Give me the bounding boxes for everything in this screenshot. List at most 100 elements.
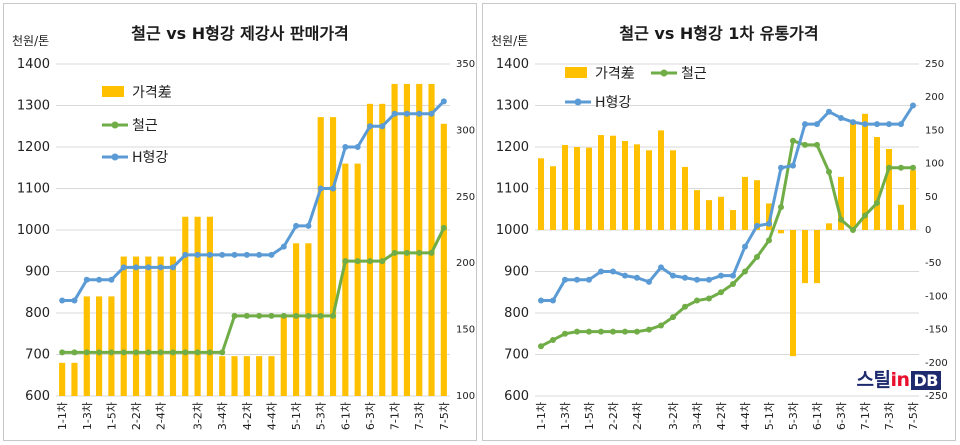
data-point (317, 312, 324, 319)
unit-label: 천원/톤 (491, 34, 529, 48)
y-tick-label: 1300 (17, 99, 50, 114)
data-point (256, 251, 263, 258)
data-point (646, 326, 652, 333)
chart-right: 60070080090010001100120013001400-250-200… (496, 57, 948, 430)
x-tick-label: 3-2차 (667, 402, 680, 430)
y2-tick-label: 300 (456, 125, 475, 136)
data-point (416, 110, 423, 117)
x-tick-label: 1-5차 (105, 402, 118, 430)
data-point (550, 336, 556, 343)
data-point (730, 272, 736, 279)
data-point (145, 264, 152, 271)
bar (317, 117, 324, 397)
data-point (790, 137, 796, 144)
y-tick-label: 600 (504, 389, 529, 404)
data-point (622, 272, 628, 279)
bar (802, 230, 808, 284)
bar (83, 296, 90, 396)
watermark-text: DB (910, 371, 941, 390)
x-tick-label: 5-3차 (787, 402, 800, 430)
data-point (59, 349, 66, 356)
data-point (71, 349, 78, 356)
x-tick-label: 7-5차 (438, 402, 451, 430)
data-point (826, 168, 832, 175)
data-point (682, 303, 688, 310)
bar (96, 296, 103, 396)
data-point (83, 349, 90, 356)
data-point (305, 222, 312, 229)
x-tick-label: 6-1차 (339, 402, 352, 430)
y2-tick-label: 0 (925, 225, 931, 236)
data-point (838, 216, 844, 223)
data-point (742, 243, 748, 250)
bar (790, 230, 796, 357)
chart-panel-right: 철근 vs H형강 1차 유통가격 천원/톤 600 700 800 900 1000 1… (482, 3, 956, 441)
data-point (886, 121, 892, 128)
data-point (317, 185, 324, 192)
data-point (71, 297, 78, 304)
x-tick-label: 1-1차 (56, 402, 69, 430)
chart-left: 600 700 800 900 1000 1100 1200 1300 1400 100 150 20… (17, 57, 475, 430)
y-tick-label: 1400 (496, 57, 529, 72)
bar (718, 196, 724, 230)
bar (598, 135, 604, 230)
y-tick-label: 600 (25, 389, 50, 404)
data-point (538, 343, 544, 350)
data-point (96, 349, 103, 356)
x-tick-label: 1-3차 (559, 402, 572, 430)
y2-tick-label: 250 (925, 59, 944, 70)
data-point (391, 249, 398, 256)
bar (706, 200, 712, 230)
data-point (886, 164, 892, 171)
data-point (428, 249, 435, 256)
bar (280, 316, 287, 396)
data-point (440, 98, 447, 105)
y2-tick-label: 250 (456, 192, 475, 203)
bar (428, 83, 435, 397)
bar (145, 256, 152, 396)
data-point (586, 328, 592, 335)
data-point (694, 276, 700, 283)
data-point (342, 144, 349, 150)
data-point (778, 204, 784, 211)
unit-label: 천원/톤 (12, 34, 50, 48)
bar (538, 158, 544, 230)
x-tick-label: 7-1차 (389, 402, 402, 430)
bar (391, 83, 398, 397)
data-point (874, 200, 880, 207)
bar (59, 362, 66, 396)
x-tick-label: 3-4차 (691, 402, 704, 430)
bar (910, 170, 916, 230)
bar (574, 147, 580, 230)
bar (329, 117, 337, 397)
data-point (379, 258, 386, 265)
x-tick-label: 4-2차 (241, 402, 254, 430)
data-point (194, 349, 201, 356)
data-point (219, 349, 226, 356)
data-point (682, 274, 688, 281)
data-point (108, 276, 115, 283)
x-tick-label: 2-4차 (155, 402, 168, 430)
bar (754, 180, 760, 230)
data-point (96, 276, 103, 283)
bar (71, 362, 78, 396)
data-point (646, 278, 652, 285)
legend-marker (111, 153, 119, 161)
bar (778, 230, 784, 234)
bar (874, 137, 880, 230)
y2-tick-label: 200 (456, 258, 475, 269)
y2-tick-label: 50 (925, 192, 938, 203)
x-tick-label: 6-3차 (364, 402, 377, 430)
data-point (730, 280, 736, 287)
x-tick-label: 2-2차 (607, 402, 620, 430)
data-point (898, 121, 904, 128)
data-point (366, 123, 373, 130)
data-point (802, 121, 808, 128)
data-point (157, 349, 164, 356)
bar (646, 150, 652, 230)
data-point (574, 328, 580, 335)
bar (219, 356, 226, 396)
data-point (133, 264, 140, 271)
data-point (910, 164, 916, 171)
bar (634, 144, 640, 230)
